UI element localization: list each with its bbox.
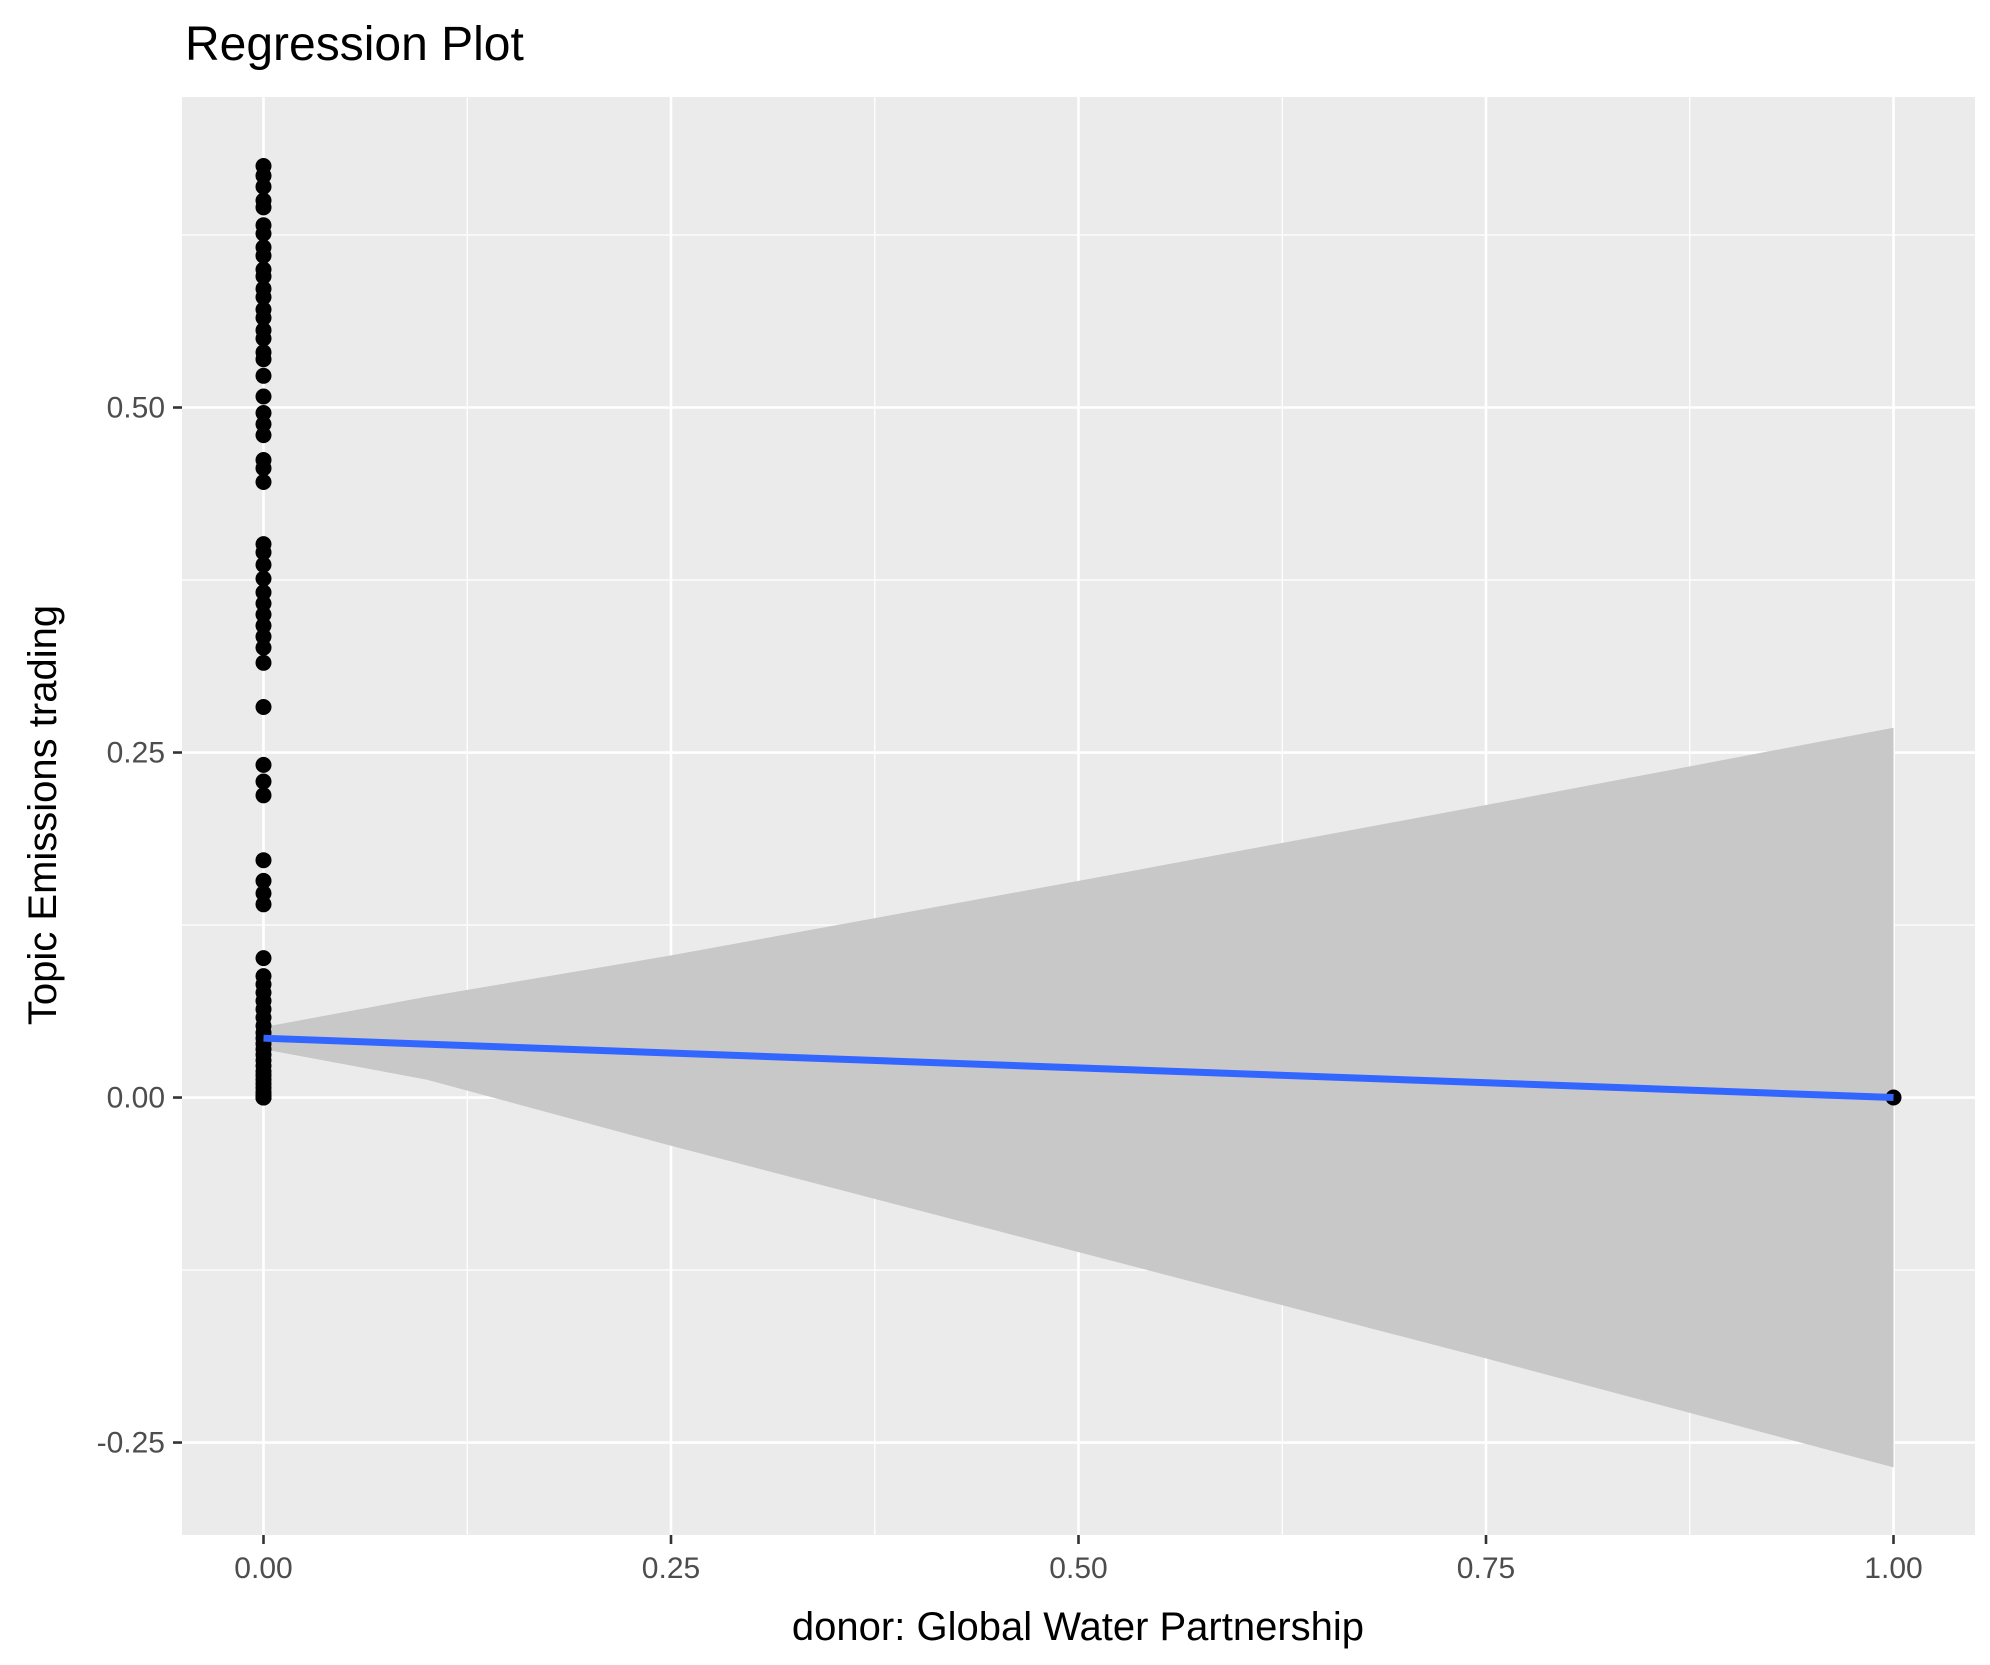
regression-line: [263, 1034, 1894, 1102]
data-point: [255, 699, 272, 715]
chart-title: Regression Plot: [185, 18, 524, 71]
x-axis-title: donor: Global Water Partnership: [792, 1605, 1364, 1649]
y-tick-label: -0.25: [97, 1427, 165, 1460]
data-point: [255, 872, 272, 889]
data-points: [255, 158, 1902, 1106]
data-point: [255, 388, 272, 405]
y-axis-title: Topic Emissions trading: [21, 605, 65, 1025]
data-point: [255, 330, 272, 347]
data-point: [255, 606, 272, 623]
data-point: [255, 950, 272, 967]
data-point: [255, 556, 272, 573]
data-point: [255, 405, 272, 421]
x-axis-ticks: 0.00 0.25 0.50 0.75 1.00: [234, 1535, 1923, 1585]
data-point: [255, 225, 272, 242]
x-tick-label: 0.25: [642, 1552, 700, 1585]
data-point: [255, 367, 272, 384]
data-point: [255, 595, 272, 612]
data-point: [255, 773, 272, 790]
y-tick-label: 0.50: [107, 392, 165, 425]
data-point: [255, 756, 272, 773]
data-point: [255, 654, 272, 671]
data-point: [255, 199, 272, 216]
data-point: [255, 628, 272, 645]
data-point: [255, 787, 272, 804]
data-point: [255, 427, 272, 444]
data-point: [255, 570, 272, 587]
data-point: [255, 309, 272, 326]
y-tick-label: 0.25: [107, 737, 165, 770]
data-point: [255, 416, 272, 433]
data-point: [255, 178, 272, 195]
y-axis-ticks: -0.25 0.00 0.25 0.50: [97, 392, 182, 1460]
data-point: [255, 351, 272, 368]
plot-panel: [182, 97, 1975, 1535]
x-tick-label: 0.00: [234, 1552, 292, 1585]
data-point: [255, 617, 272, 634]
data-point: [255, 544, 272, 561]
data-point: [255, 639, 272, 656]
data-point: [255, 896, 272, 913]
x-tick-label: 1.00: [1864, 1552, 1922, 1585]
y-tick-label: 0.00: [107, 1082, 165, 1115]
data-point: [255, 584, 272, 601]
confidence-band: [263, 727, 1894, 1468]
data-point: [255, 167, 272, 184]
x-tick-label: 0.50: [1049, 1552, 1107, 1585]
data-point: [255, 474, 272, 490]
data-point: [255, 247, 272, 264]
data-point: [255, 852, 272, 869]
data-point: [255, 885, 272, 902]
data-point: [255, 268, 272, 285]
data-point: [255, 289, 272, 306]
data-point: [255, 460, 272, 477]
x-tick-label: 0.75: [1457, 1552, 1515, 1585]
data-point: [255, 1089, 272, 1106]
